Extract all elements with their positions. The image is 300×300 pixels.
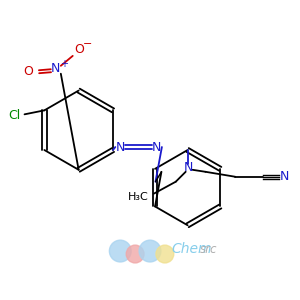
- Circle shape: [126, 245, 144, 263]
- Circle shape: [156, 245, 174, 263]
- Text: O: O: [23, 65, 33, 78]
- Circle shape: [139, 240, 161, 262]
- Text: src: src: [200, 243, 217, 256]
- Text: +: +: [60, 59, 68, 69]
- Text: N: N: [152, 140, 162, 154]
- Text: N: N: [116, 140, 125, 154]
- Text: Cl: Cl: [8, 109, 21, 122]
- Text: Chem: Chem: [172, 242, 212, 256]
- Text: O: O: [75, 44, 85, 56]
- Text: N: N: [51, 62, 61, 75]
- Text: N: N: [280, 170, 289, 183]
- Text: H₃C: H₃C: [128, 192, 148, 202]
- Text: N: N: [184, 161, 193, 174]
- Circle shape: [110, 240, 131, 262]
- Text: −: −: [83, 39, 92, 49]
